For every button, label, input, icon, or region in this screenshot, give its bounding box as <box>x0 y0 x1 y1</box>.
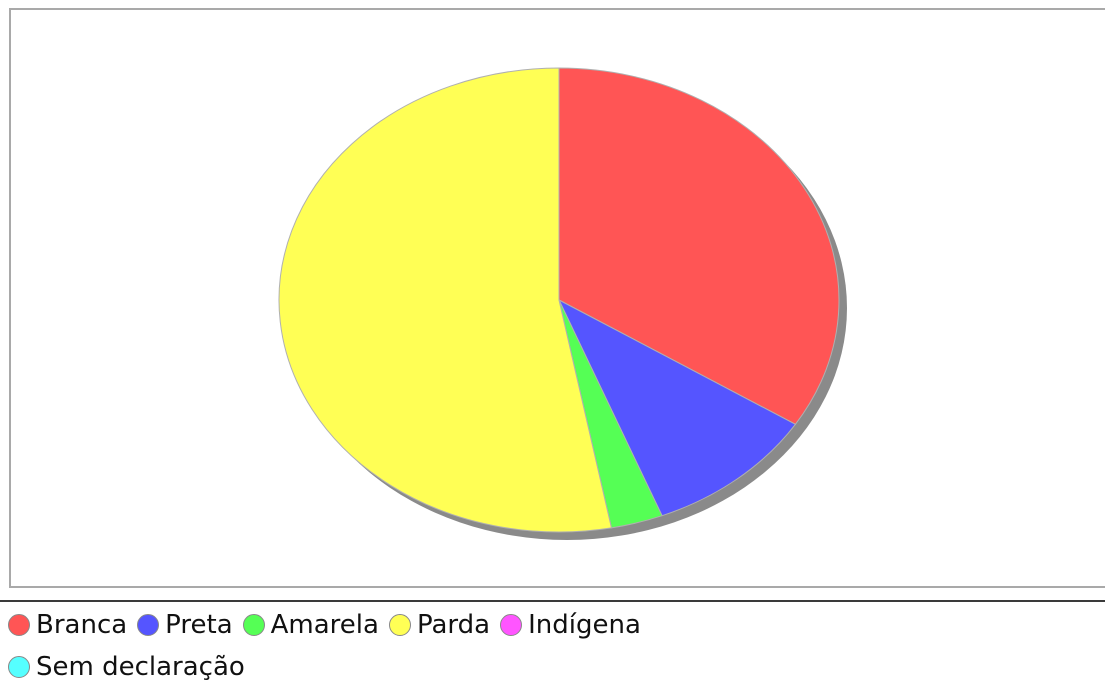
legend-label: Preta <box>165 610 233 640</box>
legend-label: Amarela <box>270 610 379 640</box>
legend-swatch-icon <box>137 614 160 636</box>
legend-label: Indígena <box>528 610 641 640</box>
pie-slice-branca <box>558 67 840 425</box>
plot-area <box>9 8 1105 588</box>
pie-slice-parda <box>278 67 613 533</box>
legend-item-preta: Preta <box>137 610 233 640</box>
legend-swatch-icon <box>242 614 265 636</box>
legend-swatch-icon <box>8 614 30 636</box>
legend-swatch-icon <box>500 614 523 636</box>
legend-item-sem-declaracao: Sem declaração <box>8 652 245 682</box>
legend-item-branca: Branca <box>8 610 127 640</box>
legend-row: Branca Preta Amarela Parda Indígena <box>8 610 651 640</box>
legend-item-amarela: Amarela <box>242 610 379 640</box>
legend-label: Sem declaração <box>36 652 245 682</box>
legend: Branca Preta Amarela Parda Indígena Sem … <box>0 600 1105 693</box>
legend-item-parda: Parda <box>388 610 491 640</box>
legend-label: Branca <box>36 610 128 640</box>
legend-label: Parda <box>416 610 491 640</box>
pie-slice-preta <box>557 298 797 517</box>
pie-chart <box>278 67 847 540</box>
legend-row: Sem declaração <box>8 652 255 682</box>
legend-swatch-icon <box>388 614 411 636</box>
legend-item-indigena: Indígena <box>500 610 641 640</box>
legend-swatch-icon <box>8 656 30 678</box>
